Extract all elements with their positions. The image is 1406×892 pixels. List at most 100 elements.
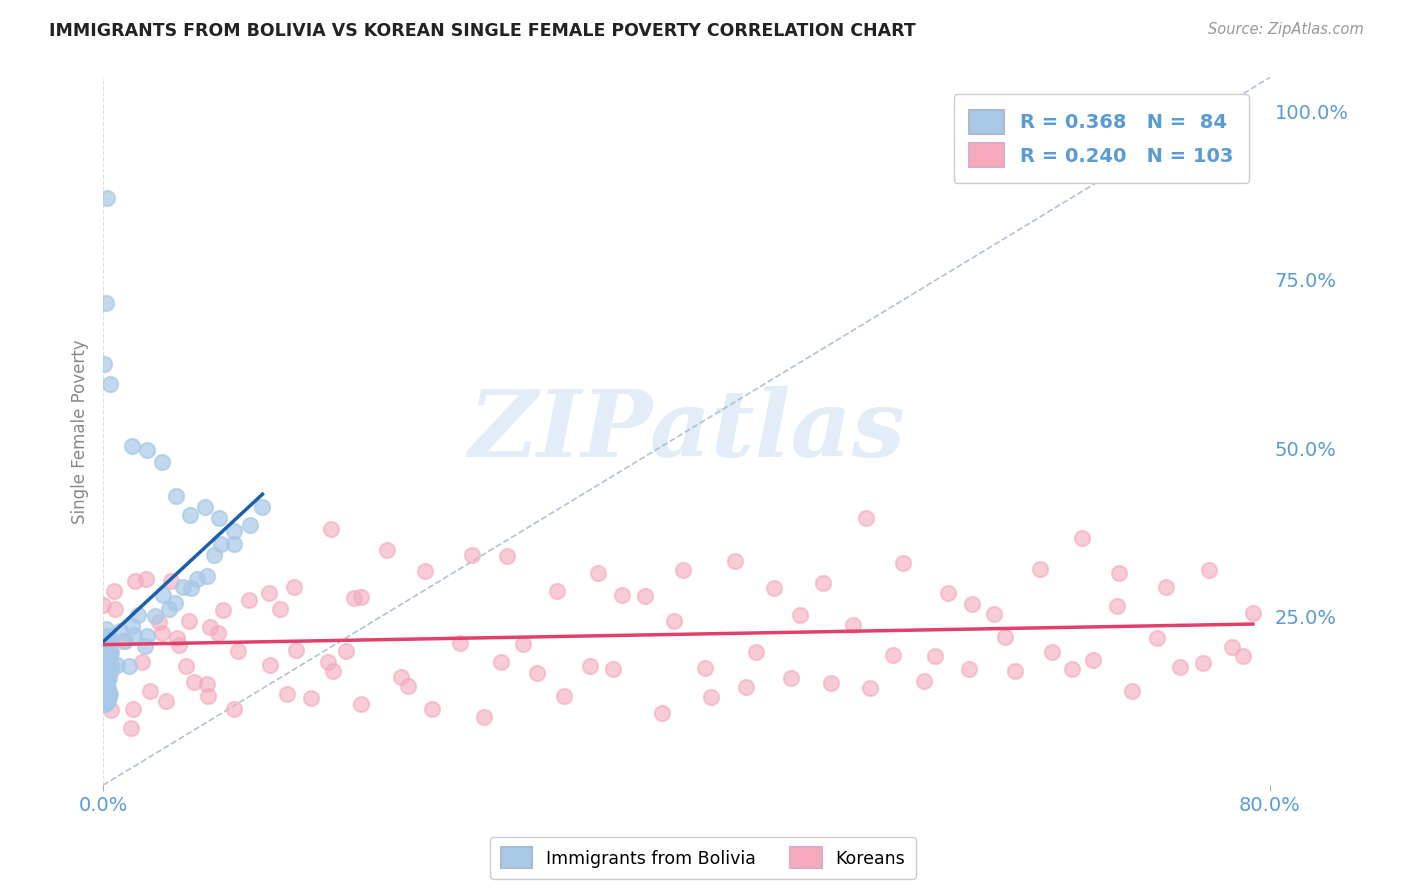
Point — [131, 656, 153, 670]
Point — [100, 657, 122, 671]
Point — [93, 690, 115, 704]
Point — [150, 455, 173, 469]
Point — [96, 675, 118, 690]
Point — [811, 576, 834, 591]
Point — [179, 508, 201, 523]
Point — [94, 660, 117, 674]
Point — [94, 648, 117, 662]
Point — [98, 645, 121, 659]
Point — [195, 677, 218, 691]
Point — [94, 634, 117, 648]
Text: ZIPatlas: ZIPatlas — [468, 386, 905, 476]
Point — [322, 664, 344, 678]
Point — [197, 689, 219, 703]
Point — [841, 618, 863, 632]
Point — [1081, 653, 1104, 667]
Point — [461, 548, 484, 562]
Point — [104, 601, 127, 615]
Point — [93, 681, 115, 696]
Point — [138, 684, 160, 698]
Point — [94, 671, 117, 685]
Point — [735, 680, 758, 694]
Point — [166, 631, 188, 645]
Point — [489, 655, 512, 669]
Point — [96, 686, 118, 700]
Point — [212, 603, 235, 617]
Point — [1070, 531, 1092, 545]
Point — [239, 518, 262, 533]
Point — [983, 607, 1005, 622]
Point — [96, 628, 118, 642]
Point — [97, 686, 120, 700]
Point — [152, 588, 174, 602]
Point — [114, 634, 136, 648]
Point — [1241, 606, 1264, 620]
Legend: Immigrants from Bolivia, Koreans: Immigrants from Bolivia, Koreans — [491, 837, 915, 879]
Point — [94, 641, 117, 656]
Point — [724, 554, 747, 568]
Point — [167, 638, 190, 652]
Point — [957, 662, 980, 676]
Point — [97, 648, 120, 663]
Point — [97, 656, 120, 670]
Point — [891, 556, 914, 570]
Point — [350, 697, 373, 711]
Point — [259, 658, 281, 673]
Point — [97, 694, 120, 708]
Point — [121, 618, 143, 632]
Text: IMMIGRANTS FROM BOLIVIA VS KOREAN SINGLE FEMALE POVERTY CORRELATION CHART: IMMIGRANTS FROM BOLIVIA VS KOREAN SINGLE… — [49, 22, 915, 40]
Point — [1232, 648, 1254, 663]
Point — [94, 696, 117, 710]
Point — [94, 622, 117, 636]
Point — [335, 644, 357, 658]
Point — [180, 581, 202, 595]
Point — [283, 580, 305, 594]
Point — [136, 629, 159, 643]
Point — [177, 614, 200, 628]
Point — [94, 697, 117, 711]
Point — [285, 643, 308, 657]
Point — [269, 602, 291, 616]
Point — [172, 580, 194, 594]
Point — [420, 702, 443, 716]
Point — [96, 644, 118, 658]
Point — [207, 626, 229, 640]
Point — [96, 633, 118, 648]
Point — [195, 568, 218, 582]
Point — [111, 634, 134, 648]
Point — [924, 648, 946, 663]
Point — [228, 643, 250, 657]
Point — [882, 648, 904, 662]
Point — [1060, 662, 1083, 676]
Point — [155, 694, 177, 708]
Point — [96, 639, 118, 653]
Point — [319, 522, 342, 536]
Point — [375, 542, 398, 557]
Point — [157, 601, 180, 615]
Point — [97, 681, 120, 695]
Point — [97, 642, 120, 657]
Point — [93, 697, 115, 711]
Point — [855, 511, 877, 525]
Point — [1220, 640, 1243, 654]
Point — [257, 586, 280, 600]
Point — [672, 563, 695, 577]
Point — [94, 665, 117, 680]
Point — [602, 662, 624, 676]
Point — [1191, 656, 1213, 670]
Point — [396, 679, 419, 693]
Point — [1040, 645, 1063, 659]
Point — [121, 439, 143, 453]
Point — [94, 635, 117, 649]
Point — [110, 624, 132, 638]
Point — [94, 644, 117, 658]
Point — [224, 524, 246, 538]
Point — [194, 500, 217, 514]
Point — [96, 191, 118, 205]
Point — [122, 702, 145, 716]
Point — [634, 589, 657, 603]
Point — [588, 566, 610, 580]
Point — [994, 630, 1017, 644]
Point — [103, 584, 125, 599]
Point — [252, 500, 274, 514]
